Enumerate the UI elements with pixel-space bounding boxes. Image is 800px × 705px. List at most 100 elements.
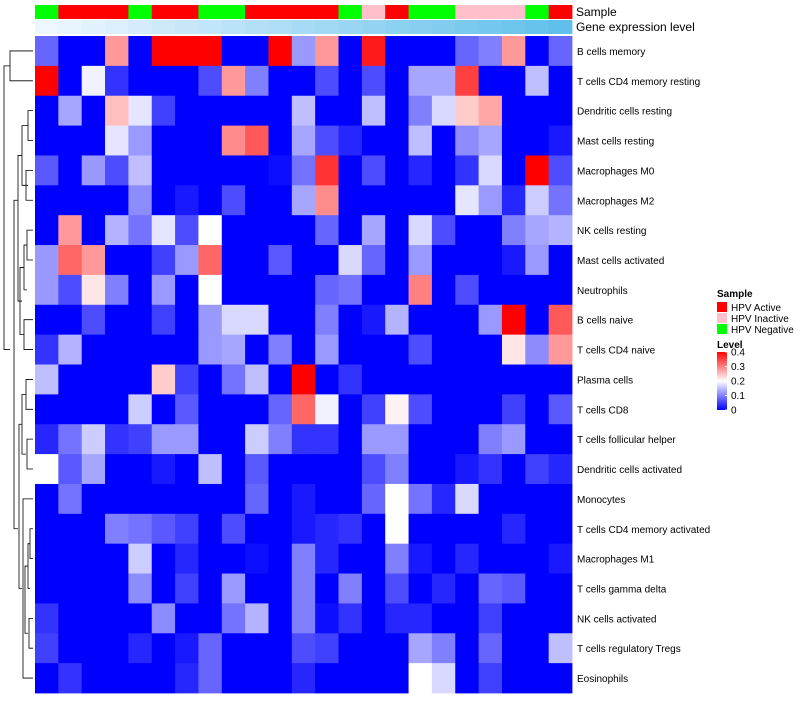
heatmap-cell (58, 155, 83, 186)
heatmap-cell (221, 513, 246, 545)
heatmap-cell (385, 274, 409, 306)
heatmap-cell (198, 36, 223, 67)
heatmap-cell (338, 185, 363, 216)
heatmap-cell (221, 394, 246, 425)
heatmap-cell (501, 334, 526, 365)
gene-expression-annotation-cell (291, 20, 316, 34)
heatmap-cell (408, 245, 433, 276)
gene-expression-annotation-cell (81, 20, 106, 34)
dendrogram-branch (22, 498, 33, 679)
sample-annotation-cell (385, 5, 409, 19)
heatmap-cell (175, 185, 199, 216)
row-label: T cells CD4 naive (577, 346, 656, 357)
heatmap-cell (431, 483, 456, 515)
heatmap-cell (291, 304, 316, 336)
heatmap-cell (455, 663, 480, 694)
heatmap-cell (501, 245, 526, 276)
heatmap-cell (361, 245, 386, 276)
heatmap-cell (408, 155, 433, 186)
heatmap-cell (361, 633, 386, 664)
heatmap-cell (455, 364, 480, 395)
heatmap-cell (175, 95, 199, 126)
row-label: Macrophages M1 (577, 555, 655, 566)
heatmap-cell (198, 215, 223, 246)
sample-annotation-cell (128, 5, 153, 19)
heatmap-cell (455, 633, 480, 664)
dendrogram-branch (27, 110, 33, 141)
heatmap-cell (455, 424, 480, 455)
heatmap-cell (128, 36, 153, 67)
heatmap-cell (221, 125, 246, 156)
heatmap-cell (455, 215, 480, 246)
heatmap-cell (431, 245, 456, 276)
heatmap-cell (221, 36, 246, 67)
heatmap-cell (245, 215, 269, 246)
row-label: B cells memory (577, 47, 645, 58)
heatmap-cell (128, 155, 153, 186)
heatmap-cell (105, 633, 129, 664)
heatmap-cell (338, 603, 363, 634)
gene-expression-annotation-cell (58, 20, 83, 34)
heatmap-cell (431, 95, 456, 126)
heatmap-cell (268, 543, 293, 574)
heatmap-cell (58, 65, 83, 97)
heatmap-cell (385, 483, 409, 515)
heatmap-cell (58, 454, 83, 485)
heatmap-cell (58, 95, 83, 126)
heatmap-cell (291, 65, 316, 97)
heatmap-cell (58, 633, 83, 664)
heatmap-cell (268, 65, 293, 97)
heatmap-cell (175, 215, 199, 246)
heatmap-cell (548, 65, 573, 97)
heatmap-cell (525, 185, 550, 216)
heatmap-cell (431, 633, 456, 664)
heatmap-cell (455, 36, 480, 67)
heatmap-cell (431, 543, 456, 574)
heatmap-cell (221, 424, 246, 455)
heatmap-cell (291, 274, 316, 306)
heatmap-cell (128, 65, 153, 97)
heatmap-cell (221, 245, 246, 276)
dendrogram-branch (18, 423, 22, 589)
heatmap-cell (58, 573, 83, 604)
heatmap-cell (221, 185, 246, 216)
heatmap-cell (455, 573, 480, 604)
heatmap-cell (245, 543, 269, 574)
heatmap-cell (268, 245, 293, 276)
heatmap-cell (338, 454, 363, 485)
heatmap-cell (268, 424, 293, 455)
heatmap-cell (315, 185, 339, 216)
heatmap-cell (455, 603, 480, 634)
heatmap-cell (431, 513, 456, 545)
heatmap-cell (408, 125, 433, 156)
gene-expression-annotation-cell (455, 20, 480, 34)
heatmap-cell (525, 424, 550, 455)
heatmap-cell (175, 394, 199, 425)
heatmap-cell (35, 65, 59, 97)
heatmap-cell (35, 215, 59, 246)
heatmap-cell (245, 483, 269, 515)
heatmap-cell (245, 125, 269, 156)
sample-legend-swatch (717, 313, 727, 323)
heatmap-cell (385, 304, 409, 336)
heatmap-cell (431, 125, 456, 156)
heatmap-cell (315, 513, 339, 545)
heatmap-cell (501, 513, 526, 545)
heatmap-cell (245, 573, 269, 604)
heatmap-cell (128, 125, 153, 156)
heatmap-cell (385, 65, 409, 97)
heatmap-cell (385, 125, 409, 156)
heatmap-cell (291, 483, 316, 515)
heatmap-cell (105, 454, 129, 485)
heatmap-cell (128, 215, 153, 246)
heatmap-cell (221, 573, 246, 604)
heatmap-cell (548, 125, 573, 156)
heatmap-cell (455, 513, 480, 545)
heatmap-cell (105, 663, 129, 694)
heatmap-cell (291, 394, 316, 425)
heatmap-cell (501, 454, 526, 485)
heatmap-cell (361, 454, 386, 485)
heatmap-cell (245, 245, 269, 276)
heatmap-cell (408, 573, 433, 604)
